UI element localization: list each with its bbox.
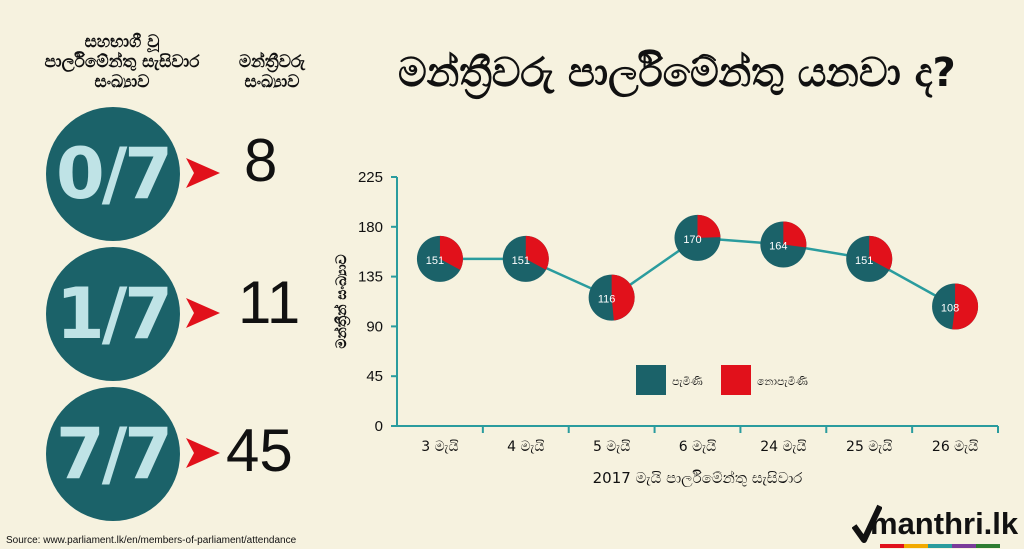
data-label: 151 [855, 255, 873, 267]
legend-swatch-absent [721, 365, 751, 395]
pie-absent-slice [697, 214, 721, 238]
data-label: 116 [598, 294, 616, 306]
ratio-label: 7/7 [56, 413, 173, 495]
data-label: 108 [941, 302, 959, 314]
logo-stripe [952, 544, 976, 548]
pie-absent-slice [869, 235, 893, 270]
source-note: Source: www.parliament.lk/en/members-of-… [6, 535, 297, 546]
attendance-chart: 0 45 90 135 180 225 3 මැයි 4 මැයි 5 මැයි 6 මැයි 24… [333, 169, 999, 487]
y-tick-label: 180 [358, 219, 383, 236]
data-label: 164 [769, 241, 787, 253]
pie-absent-slice [439, 235, 463, 270]
logo-stripe [880, 544, 904, 548]
x-tick-label: 25 මැයි [846, 439, 893, 455]
x-axis-label: 2017 මැයි පාර්ලිමේන්තු සැසිවාර [593, 469, 803, 487]
x-tick-label: 3 මැයි [421, 439, 459, 455]
ratio-label: 0/7 [56, 133, 173, 215]
x-tick-label: 26 මැයි [932, 439, 979, 455]
checkmark-logo-icon [852, 504, 882, 543]
legend-label-absent: නොපැමිණි [757, 375, 808, 388]
ratio-circle-2: 7/7 [46, 387, 180, 521]
logo-stripe [904, 544, 928, 548]
ratio-circle-0: 0/7 [46, 107, 180, 241]
arrow-icon [186, 158, 220, 188]
logo-stripe [976, 544, 1000, 548]
data-label: 151 [426, 255, 444, 267]
y-tick-label: 90 [366, 318, 383, 335]
y-axis-label: මන්ත්‍රීන් සංඛ්‍යාව [333, 254, 352, 348]
logo: manthri.lk [870, 506, 1019, 541]
member-count-1: 11 [238, 269, 301, 336]
arrow-icon [186, 298, 220, 328]
header-members: මන්ත්‍රීවරු සංඛ්‍යාව [238, 52, 306, 92]
logo-stripe [928, 544, 952, 548]
y-tick-label: 0 [375, 418, 383, 435]
data-label: 151 [512, 255, 530, 267]
x-tick-label: 6 මැයි [679, 439, 717, 455]
y-tick-label: 45 [366, 368, 383, 385]
legend-label-present: පැමිණි [672, 375, 703, 388]
member-count-2: 45 [226, 417, 293, 484]
member-count-0: 8 [244, 127, 278, 194]
pie-absent-slice [783, 221, 807, 248]
x-tick-label: 5 මැයි [593, 439, 631, 455]
pie-absent-slice [952, 283, 979, 330]
data-label: 170 [683, 234, 701, 246]
x-tick-label: 4 මැයි [507, 439, 545, 455]
ratio-label: 1/7 [56, 273, 173, 355]
page-title: මන්ත්‍රීවරු පාර්ලිමේන්තු යනවා ද? [398, 50, 956, 96]
legend-swatch-present [636, 365, 666, 395]
ratio-circle-1: 1/7 [46, 247, 180, 381]
x-tick-label: 24 මැයි [760, 439, 807, 455]
y-tick-label: 225 [358, 169, 383, 186]
pie-absent-slice [611, 274, 635, 321]
y-tick-label: 135 [358, 269, 383, 286]
header-sessions: සහභාගී වූ පාර්ලිමේන්තු සැසිවාර සංඛ්‍යාව [44, 32, 200, 92]
pie-absent-slice [525, 235, 549, 270]
arrow-icon [186, 438, 220, 468]
